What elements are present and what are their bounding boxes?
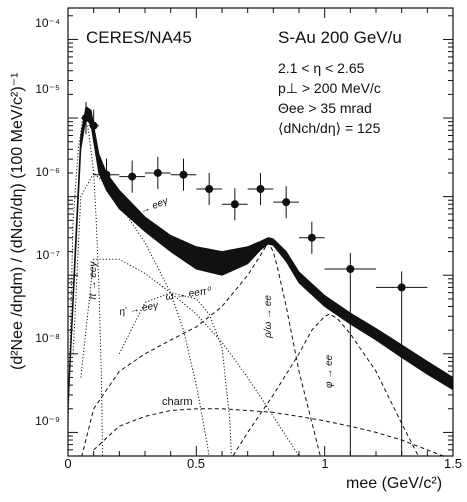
data-point-10 xyxy=(307,233,316,242)
component-curve-6 xyxy=(93,408,445,456)
y-tick-1e-6: 10⁻⁶ xyxy=(35,165,60,179)
x-axis-label: mee (GeV/c²) xyxy=(346,475,442,492)
y-tick-1e-9: 10⁻⁹ xyxy=(35,414,60,428)
label-phi: φ → ee xyxy=(324,354,335,388)
component-curve-5 xyxy=(232,313,419,456)
cut-eta: 2.1 < η < 2.65 xyxy=(278,60,365,76)
data-point-12 xyxy=(397,283,406,292)
y-tick-1e-8: 10⁻⁸ xyxy=(35,331,60,345)
data-point-6 xyxy=(205,185,214,194)
data-point-11 xyxy=(346,265,355,274)
total-cocktail-band xyxy=(68,105,453,409)
data-point-4 xyxy=(153,168,162,177)
y-tick-1e-7: 10⁻⁷ xyxy=(36,248,60,262)
x-tick-0.5: 0.5 xyxy=(187,456,205,471)
data-point-8 xyxy=(256,185,265,194)
label-rho-omega: ρ/ω → ee xyxy=(263,295,274,339)
y-tick-1e-4: 10⁻⁴ xyxy=(35,16,60,30)
cut-multiplicity: ⟨dNch/dη⟩ = 125 xyxy=(278,120,381,136)
cut-theta: Θee > 35 mrad xyxy=(278,100,372,116)
component-curve-3 xyxy=(118,292,232,456)
data-point-1 xyxy=(89,121,98,130)
data-point-2 xyxy=(102,170,111,179)
label-etaprime-dalitz: η' → eeγ xyxy=(119,300,160,318)
cut-pt: p⊥ > 200 MeV/c xyxy=(278,80,381,96)
data-point-3 xyxy=(128,172,137,181)
data-point-5 xyxy=(179,170,188,179)
title-left: CERES/NA45 xyxy=(86,28,192,47)
component-curve-4 xyxy=(81,241,321,456)
data-point-9 xyxy=(282,198,291,207)
component-curve-0 xyxy=(68,114,104,456)
label-charm: charm xyxy=(162,396,193,408)
data-point-7 xyxy=(230,200,239,209)
x-tick-0: 0 xyxy=(64,456,71,471)
title-right: S-Au 200 GeV/u xyxy=(278,28,402,47)
y-tick-1e-5: 10⁻⁵ xyxy=(35,82,60,96)
x-tick-1: 1 xyxy=(321,456,328,471)
y-axis-label: (d²Nee /dηdm) / (dNch/dη) (100 MeV/c²)⁻¹ xyxy=(9,73,26,370)
plot-frame xyxy=(67,7,454,457)
data-point-0 xyxy=(81,114,90,123)
label-pi-dalitz: π → eeγ xyxy=(88,261,99,300)
x-tick-1.5: 1.5 xyxy=(444,456,462,471)
